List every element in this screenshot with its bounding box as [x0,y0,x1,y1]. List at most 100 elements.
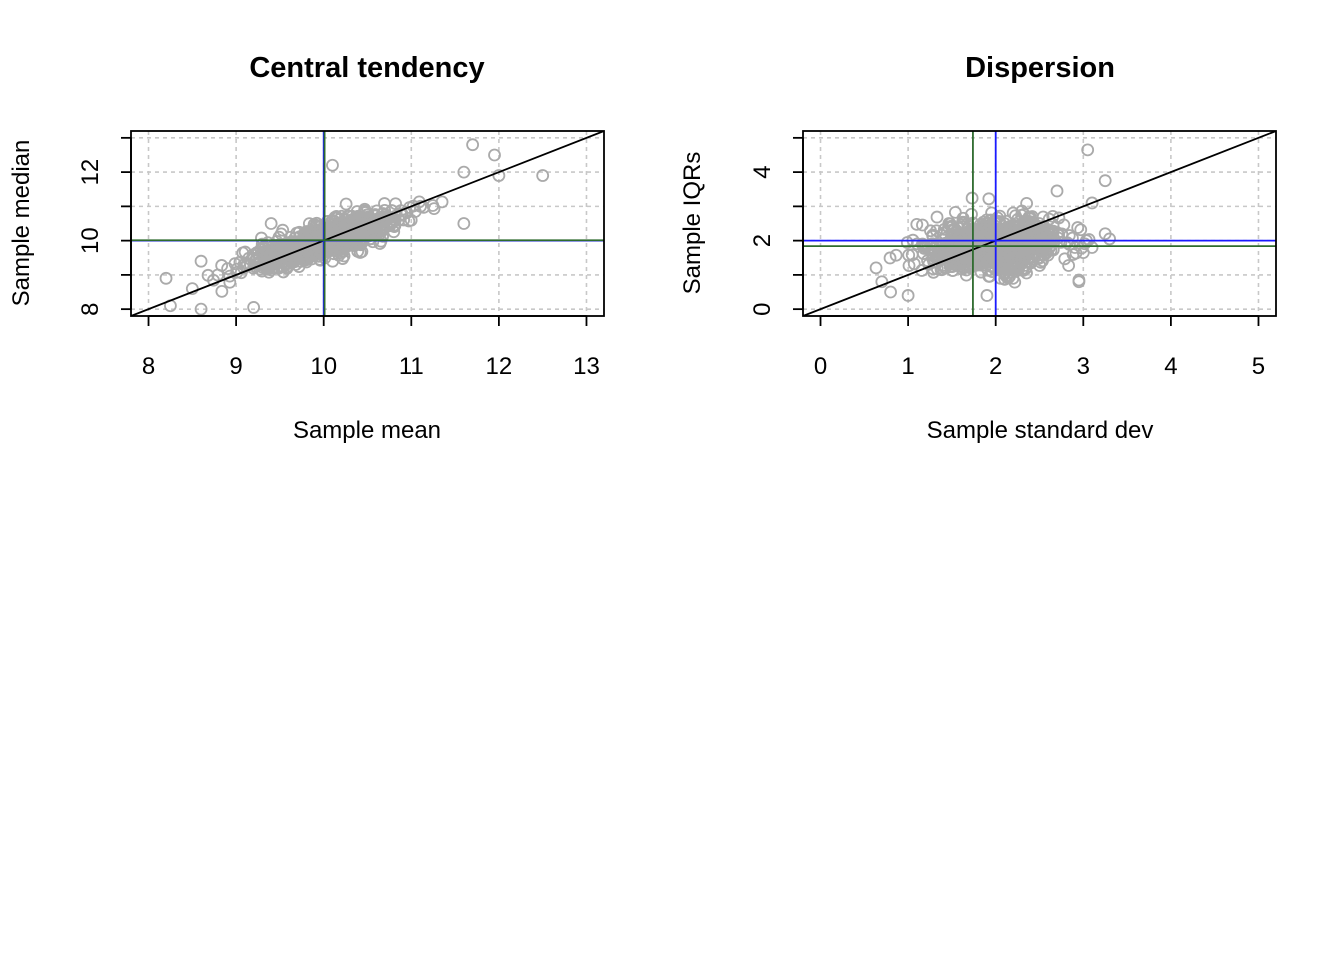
data-point [259,256,273,270]
x-tick-label: 10 [310,353,337,380]
x-axis-label: Sample standard dev [927,417,1154,444]
data-point [875,275,889,289]
y-axis: 8 10 12 [77,136,132,316]
y-tick-label: 8 [77,302,104,315]
data-point [488,148,501,162]
data-points [869,143,1116,302]
data-point [1081,143,1095,157]
data-point [305,248,318,262]
y-tick-label: 4 [749,165,776,178]
data-point [1020,266,1033,280]
data-point [918,240,932,254]
data-point [1062,259,1076,272]
data-point [948,205,962,219]
data-point [159,271,173,285]
x-tick-label: 0 [814,353,827,380]
data-point [950,248,964,261]
data-point [1018,243,1032,257]
data-point [924,224,937,238]
data-point [376,229,389,243]
data-point [334,218,347,232]
data-point [943,260,957,273]
y-axis: 0 2 4 [749,136,804,316]
data-point [1085,241,1099,254]
data-point [930,250,943,264]
data-point [270,251,283,265]
data-point [901,289,915,302]
data-point [956,215,969,229]
data-point [353,236,366,250]
data-point [1020,246,1034,260]
data-point [211,268,225,282]
data-point [338,225,352,239]
data-point [1009,209,1022,223]
data-point [1044,225,1058,239]
panel-central-tendency: Central tendency Sample mean Sample medi… [8,52,605,444]
data-point [264,217,278,230]
data-point [869,261,883,275]
x-tick-label: 11 [399,353,424,380]
data-point [375,222,389,236]
data-point [326,158,339,172]
y-tick-label: 2 [749,234,776,247]
data-point [993,253,1007,266]
data-point [236,246,250,260]
data-point [1058,252,1072,266]
y-tick-label: 10 [77,227,104,254]
identity-line [803,131,1276,316]
data-point [194,302,208,316]
identity-line [131,131,604,316]
data-point [1072,273,1086,287]
data-point [397,213,411,227]
data-point [1011,253,1025,266]
data-point [377,214,391,228]
data-point [980,289,994,302]
data-point [907,257,921,271]
y-axis-label: Sample median [8,140,35,307]
data-point [342,209,356,223]
data-point [884,285,897,299]
x-axis-label: Sample mean [293,417,441,444]
x-axis: 0 1 2 3 4 5 [814,315,1265,380]
data-point [1057,218,1071,232]
data-point [910,217,924,231]
x-axis: 8 9 10 11 12 13 [142,315,600,380]
data-point [185,282,199,295]
data-point [1034,255,1048,269]
data-point [326,254,339,268]
data-point [991,251,1005,265]
data-point [201,268,215,282]
x-tick-label: 1 [901,353,914,380]
chart-title: Central tendency [249,52,484,84]
data-point [930,210,944,224]
data-point [1071,221,1085,234]
data-point [339,197,353,211]
data-point [361,219,375,233]
data-point [457,217,471,230]
data-point [1074,223,1088,237]
data-point [228,257,242,271]
data-point [215,284,229,298]
data-point [889,248,903,262]
data-point [395,207,409,221]
data-point [1003,270,1016,283]
x-tick-label: 3 [1077,353,1090,380]
y-axis-label: Sample IQRs [679,152,706,295]
data-point [917,247,930,260]
data-point [935,263,949,277]
data-point [1001,271,1015,285]
data-point [1103,232,1116,246]
y-tick-label: 0 [749,302,776,315]
data-point [1082,233,1096,246]
data-point [536,169,550,182]
data-point [951,232,965,245]
data-point [915,264,929,277]
data-point [492,169,506,182]
x-tick-label: 12 [486,353,513,380]
x-tick-label: 2 [989,353,1002,380]
data-point [373,237,387,250]
data-point [414,199,427,213]
data-point [915,238,929,251]
data-point [1004,263,1018,277]
data-point [265,241,278,254]
